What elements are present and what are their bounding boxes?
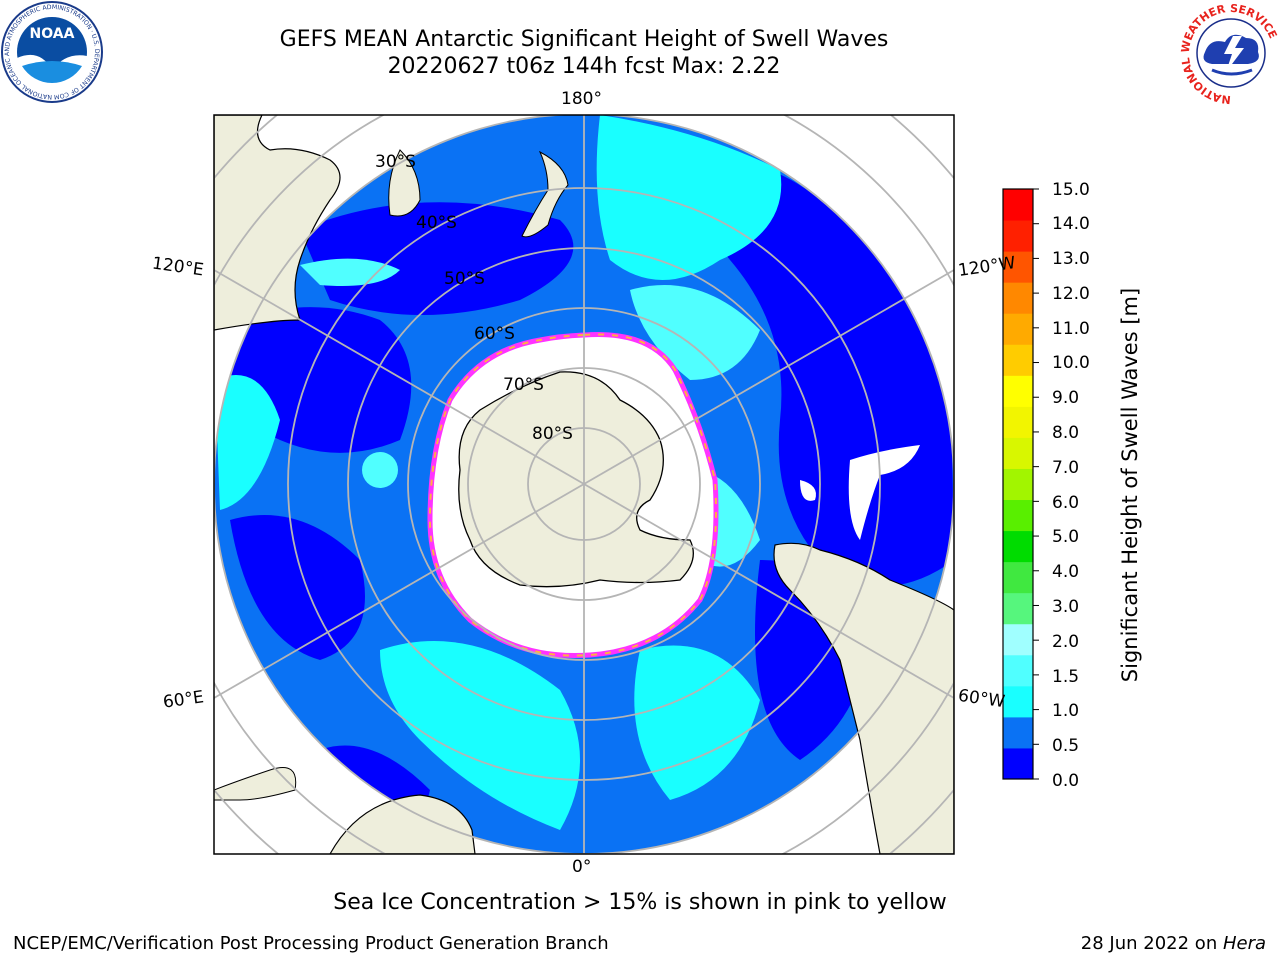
colorbar-swatch [1003,716,1033,749]
footer-credit: NCEP/EMC/Verification Post Processing Pr… [13,933,609,954]
colorbar-swatch [1003,313,1033,345]
lon-label-0: 0° [572,857,592,877]
colorbar-swatch [1003,561,1033,594]
colorbar-tick: 4.0 [1052,562,1080,582]
lat-label-60s: 60°S [474,324,515,344]
colorbar-swatch [1003,685,1033,718]
colorbar-swatch [1003,623,1033,656]
map-title: GEFS MEAN Antarctic Significant Height o… [279,27,889,52]
colorbar-swatch [1003,251,1033,283]
tasmania-landmass [388,149,421,217]
colorbar [1002,188,1039,780]
colorbar-swatch [1003,468,1033,501]
lat-label-80s: 80°S [532,424,573,444]
colorbar-tick: 2.0 [1052,632,1080,652]
colorbar-tick: 7.0 [1052,458,1080,478]
australia-landmass [214,115,341,331]
colorbar-label: Significant Height of Swell Waves [m] [1118,287,1142,683]
africa-landmass [329,794,476,854]
colorbar-tick: 1.5 [1052,667,1080,687]
colorbar-swatch [1003,375,1033,407]
colorbar-tick: 0.5 [1052,736,1080,756]
map-subtitle: 20220627 t06z 144h fcst Max: 2.22 [387,54,781,79]
colorbar-tick: 1.0 [1052,701,1080,721]
footer-system: Hera [1222,933,1266,954]
colorbar-tick: 0.0 [1052,771,1080,791]
colorbar-swatch [1003,406,1033,438]
graticule [214,115,954,854]
colorbar-swatch [1003,530,1033,563]
nws-logo: NATIONAL WEATHER SERVICE [1179,2,1280,106]
colorbar-tick: 15.0 [1052,180,1090,200]
lat-label-30s: 30°S [375,152,416,172]
noaa-logo-text: NOAA [30,26,75,42]
new-zealand-landmass [521,150,569,238]
colorbar-tick: 10.0 [1052,353,1090,373]
colorbar-swatch [1003,592,1033,625]
colorbar-tick: 8.0 [1052,423,1080,443]
madagascar-landmass [214,767,297,801]
colorbar-swatch [1003,189,1033,221]
colorbar-swatch [1003,220,1033,252]
south-america-landmass [773,542,954,854]
colorbar-tick: 5.0 [1052,527,1080,547]
lat-label-70s: 70°S [503,375,544,395]
map-frame [213,114,955,855]
colorbar-tick: 3.0 [1052,597,1080,617]
colorbar-tick: 9.0 [1052,388,1080,408]
colorbar-tick: 14.0 [1052,214,1090,234]
colorbar-swatch [1003,282,1033,314]
colorbar-tick: 12.0 [1052,284,1090,304]
colorbar-tick: 13.0 [1052,249,1090,269]
footer-date: 28 Jun 2022 on Hera [1081,933,1266,954]
colorbar-swatch [1003,654,1033,687]
lat-label-40s: 40°S [416,213,457,233]
colorbar-tick: 11.0 [1052,319,1090,339]
polar-map [213,114,1039,855]
noaa-logo: NOAA NATIONAL OCEANIC AND ATMOSPHERIC AD… [0,0,103,103]
sea-ice-caption: Sea Ice Concentration > 15% is shown in … [333,890,947,915]
lat-label-50s: 50°S [444,269,485,289]
colorbar-swatch [1003,747,1033,780]
lon-label-180: 180° [561,89,602,109]
colorbar-tick: 6.0 [1052,493,1080,513]
colorbar-swatch [1003,437,1033,469]
colorbar-swatch [1003,499,1033,532]
colorbar-frame [1002,188,1034,780]
footer-date-text: 28 Jun 2022 on [1080,933,1223,954]
colorbar-swatch [1003,344,1033,376]
